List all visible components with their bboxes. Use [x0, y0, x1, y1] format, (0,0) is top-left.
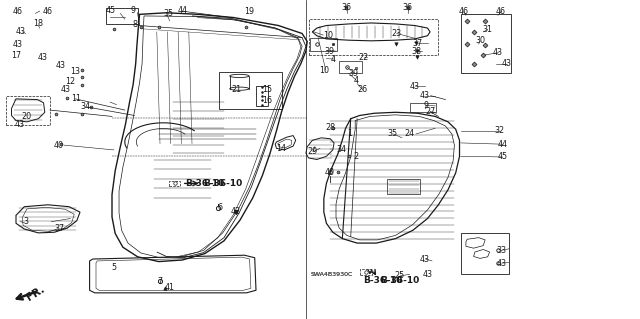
Text: 16: 16 — [262, 96, 273, 105]
Text: 37: 37 — [412, 39, 422, 48]
Text: 43: 43 — [497, 259, 507, 268]
Bar — [387, 179, 420, 194]
Text: 46: 46 — [13, 7, 23, 16]
Text: 36: 36 — [403, 4, 413, 12]
Bar — [410, 103, 436, 112]
Text: 43: 43 — [493, 48, 503, 57]
Text: 28: 28 — [325, 123, 335, 132]
Text: 15: 15 — [262, 85, 273, 94]
Bar — [169, 181, 180, 186]
Text: SWA4B3930C: SWA4B3930C — [310, 272, 353, 277]
Text: SWA4B3930C: SWA4B3930C — [310, 272, 353, 277]
Text: 20: 20 — [22, 112, 32, 121]
Text: 35: 35 — [388, 130, 398, 138]
Text: 7: 7 — [157, 277, 163, 286]
Text: 29: 29 — [308, 147, 318, 156]
Text: 43: 43 — [419, 91, 429, 100]
Text: 43: 43 — [56, 61, 66, 70]
Text: 21: 21 — [232, 85, 242, 94]
Text: 30: 30 — [475, 36, 485, 45]
Text: B-36-10: B-36-10 — [380, 276, 419, 285]
Bar — [339, 61, 362, 73]
Text: 12: 12 — [65, 77, 76, 86]
Text: 43: 43 — [14, 120, 24, 129]
Bar — [309, 19, 438, 55]
Text: 37: 37 — [54, 224, 65, 233]
Text: 40: 40 — [54, 141, 64, 150]
Text: 9: 9 — [423, 101, 428, 110]
Text: 43: 43 — [60, 85, 70, 94]
Text: 26: 26 — [357, 85, 367, 94]
Bar — [6, 96, 50, 125]
Text: 6: 6 — [217, 203, 222, 212]
Text: 32: 32 — [494, 126, 504, 135]
Bar — [461, 233, 509, 274]
Text: 43: 43 — [410, 82, 420, 91]
Text: 31: 31 — [483, 25, 493, 34]
Text: 4: 4 — [330, 55, 335, 63]
Text: 41: 41 — [164, 283, 175, 292]
Text: 46: 46 — [43, 7, 53, 16]
Text: 19: 19 — [244, 7, 255, 16]
Text: 43: 43 — [422, 271, 433, 279]
Text: 14: 14 — [276, 144, 287, 153]
Text: 4: 4 — [353, 76, 358, 85]
Text: 27: 27 — [425, 107, 435, 116]
Text: 45: 45 — [106, 6, 116, 15]
Text: 2: 2 — [353, 152, 358, 161]
Text: 22: 22 — [358, 53, 369, 62]
Text: 43: 43 — [37, 53, 47, 62]
Text: 44: 44 — [177, 6, 188, 15]
Text: 43: 43 — [15, 27, 26, 36]
Text: 11: 11 — [71, 94, 81, 103]
Text: 13: 13 — [70, 67, 81, 76]
Bar — [360, 269, 372, 275]
Bar — [256, 86, 268, 106]
Bar — [219, 72, 282, 109]
Text: B-36-10: B-36-10 — [363, 276, 403, 285]
Text: 10: 10 — [319, 66, 329, 75]
Text: 36: 36 — [341, 4, 351, 12]
Text: 46: 46 — [459, 7, 469, 16]
Text: 34: 34 — [337, 145, 347, 154]
Text: 17: 17 — [11, 51, 21, 60]
Text: 9: 9 — [131, 6, 136, 15]
Bar — [310, 38, 337, 51]
Text: 3: 3 — [23, 217, 28, 226]
Bar — [461, 14, 511, 73]
Text: 39: 39 — [349, 69, 359, 78]
Text: 8: 8 — [132, 20, 138, 29]
Text: 38: 38 — [411, 47, 421, 56]
Text: 43: 43 — [13, 40, 23, 49]
Text: 35: 35 — [164, 9, 174, 18]
Text: B-36-10: B-36-10 — [185, 179, 225, 188]
Text: 25: 25 — [394, 271, 404, 280]
Text: 42: 42 — [230, 207, 241, 216]
Text: 23: 23 — [392, 29, 402, 38]
Text: B-36-10: B-36-10 — [204, 179, 243, 188]
Text: 40: 40 — [324, 168, 335, 177]
Text: 43: 43 — [420, 255, 430, 263]
Text: 39: 39 — [324, 47, 335, 56]
Text: 33: 33 — [496, 246, 506, 255]
Text: 46: 46 — [496, 7, 506, 16]
Text: 34: 34 — [80, 102, 90, 111]
Bar — [106, 8, 138, 24]
Text: 10: 10 — [323, 31, 333, 40]
Text: 5: 5 — [111, 263, 116, 272]
Text: 45: 45 — [497, 152, 508, 161]
Text: 43: 43 — [502, 59, 512, 68]
Text: 1: 1 — [347, 130, 352, 138]
Text: 18: 18 — [33, 19, 44, 28]
Text: FR.: FR. — [24, 284, 46, 303]
Text: 44: 44 — [497, 140, 508, 149]
Text: 24: 24 — [404, 130, 415, 138]
